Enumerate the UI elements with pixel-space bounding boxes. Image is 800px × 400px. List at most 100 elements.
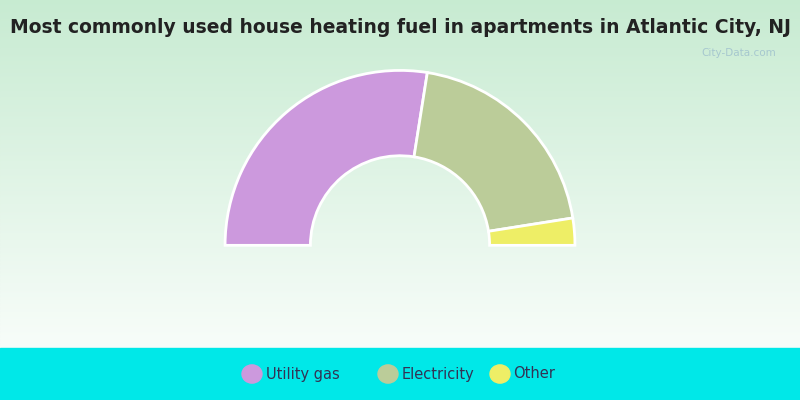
Bar [0,180,800,181]
Bar [0,380,800,381]
Bar [0,241,800,243]
Bar [0,344,800,345]
Text: City-Data.com: City-Data.com [702,48,776,58]
Bar [0,27,800,28]
Bar [0,300,800,301]
Bar [0,91,800,92]
Bar [0,89,800,91]
Bar [0,31,800,32]
Bar [0,343,800,344]
Bar [0,101,800,103]
Bar [0,307,800,308]
Bar [0,203,800,204]
Text: Electricity: Electricity [402,366,474,382]
Bar [0,183,800,184]
Bar [0,287,800,288]
Bar [0,388,800,389]
Bar [0,381,800,383]
Bar [0,211,800,212]
Bar [0,125,800,127]
Bar [0,113,800,115]
Bar [0,148,800,149]
Bar [0,172,800,173]
Bar [0,184,800,185]
Bar [0,88,800,89]
Bar [0,117,800,119]
Bar [0,36,800,37]
Bar [0,57,800,59]
Bar [0,297,800,299]
Bar [0,273,800,275]
Bar [0,19,800,20]
Bar [0,136,800,137]
Bar [0,385,800,387]
Bar [0,224,800,225]
Bar [0,157,800,159]
Bar [0,228,800,229]
Bar [0,201,800,203]
Bar [0,97,800,99]
Bar [0,131,800,132]
Bar [0,204,800,205]
Bar [0,192,800,193]
Bar [0,0,800,1]
Bar [0,121,800,123]
Bar [0,372,800,373]
Bar [0,137,800,139]
Bar [0,124,800,125]
Bar [0,39,800,40]
Bar [0,348,800,400]
Bar [0,285,800,287]
Bar [0,145,800,147]
Bar [0,357,800,359]
Bar [0,93,800,95]
Bar [0,51,800,52]
Bar [0,217,800,219]
Bar [0,16,800,17]
Bar [0,220,800,221]
Bar [0,152,800,153]
Bar [0,373,800,375]
Bar [0,68,800,69]
Bar [0,44,800,45]
Bar [0,335,800,336]
Bar [0,160,800,161]
Bar [0,315,800,316]
Bar [0,236,800,237]
Bar [0,284,800,285]
Bar [0,187,800,188]
Bar [0,363,800,364]
Bar [0,288,800,289]
Bar [0,45,800,47]
Bar [0,277,800,279]
Bar [0,240,800,241]
Bar [0,332,800,333]
Bar [0,123,800,124]
Bar [0,383,800,384]
Bar [0,129,800,131]
Bar [0,8,800,9]
Bar [0,225,800,227]
Bar [0,389,800,391]
Bar [0,227,800,228]
Bar [0,128,800,129]
Bar [0,243,800,244]
Bar [0,391,800,392]
Bar [0,71,800,72]
Bar [0,253,800,255]
Bar [0,199,800,200]
Bar [0,281,800,283]
Bar [0,48,800,49]
Bar [0,176,800,177]
Bar [0,80,800,81]
Bar [0,325,800,327]
Bar [0,92,800,93]
Bar [0,112,800,113]
Bar [0,24,800,25]
Bar [0,111,800,112]
Bar [0,251,800,252]
Bar [0,213,800,215]
Bar [0,317,800,319]
Bar [0,151,800,152]
Bar [0,375,800,376]
